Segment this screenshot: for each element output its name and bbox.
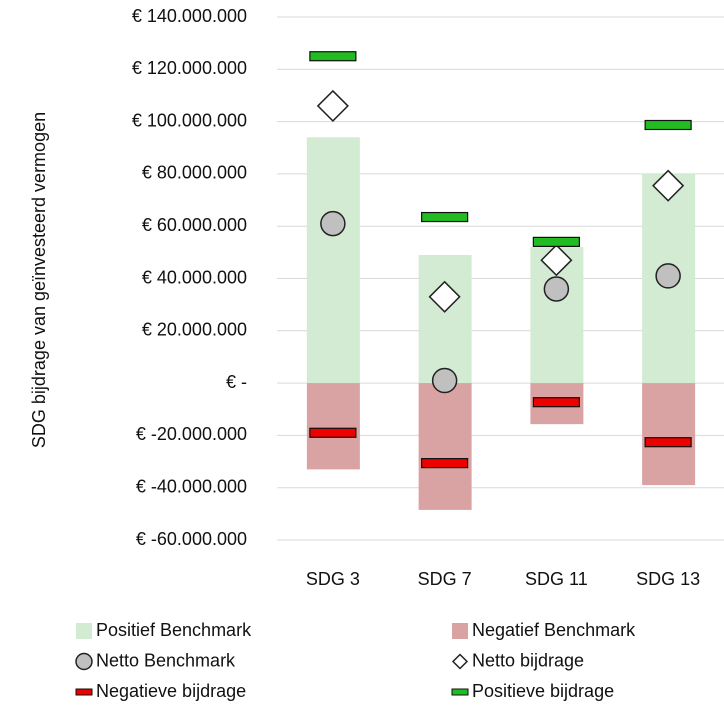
y-tick-label: € -40.000.000 <box>136 476 247 496</box>
legend-label: Netto bijdrage <box>472 650 584 670</box>
bar <box>642 383 696 486</box>
marker-circle <box>655 263 681 289</box>
legend-label: Positief Benchmark <box>96 620 252 640</box>
marker-circle <box>543 276 570 302</box>
marker-dash <box>421 458 469 469</box>
y-tick-label: € -20.000.000 <box>136 424 247 444</box>
y-tick-label: € 20.000.000 <box>142 320 247 340</box>
y-tick-label: € 120.000.000 <box>132 58 247 78</box>
x-tick-label: SDG 7 <box>418 569 472 589</box>
marker-dash <box>309 427 357 438</box>
y-axis-label: SDG bijdrage van geïnvesteerd vermogen <box>29 112 49 448</box>
marker-diamond <box>652 169 685 202</box>
y-tick-label: € 140.000.000 <box>132 6 247 26</box>
legend-label: Negatief Benchmark <box>472 620 636 640</box>
legend-label: Positieve bijdrage <box>472 681 614 701</box>
legend-swatch <box>451 653 469 670</box>
marker-circle <box>431 367 458 394</box>
y-tick-label: € -60.000.000 <box>136 529 247 549</box>
legend-label: Negatieve bijdrage <box>96 681 246 701</box>
bar <box>306 383 360 470</box>
legend-label: Netto Benchmark <box>96 650 236 670</box>
legend-swatch <box>76 623 92 639</box>
y-tick-label: € 80.000.000 <box>142 163 247 183</box>
y-tick-label: € 100.000.000 <box>132 110 247 130</box>
bar <box>418 383 472 510</box>
legend-swatch <box>75 652 93 671</box>
y-tick-label: € 60.000.000 <box>142 215 247 235</box>
y-tick-label: € - <box>226 372 247 392</box>
marker-dash <box>532 236 580 247</box>
marker-dash <box>421 211 469 223</box>
marker-dash <box>644 119 692 131</box>
bar <box>306 137 360 384</box>
legend-swatch <box>452 623 468 639</box>
marker-dash <box>644 437 692 448</box>
marker-circle <box>320 210 346 237</box>
y-tick-label: € 40.000.000 <box>142 267 247 287</box>
marker-dash <box>309 51 357 62</box>
marker-diamond <box>428 280 461 313</box>
legend-swatch <box>451 688 469 696</box>
marker-dash <box>532 397 580 408</box>
legend-swatch <box>75 688 93 696</box>
marker-diamond <box>316 89 349 122</box>
bar <box>418 254 472 384</box>
x-tick-label: SDG 11 <box>525 569 588 589</box>
marker-diamond <box>540 244 573 277</box>
x-tick-label: SDG 3 <box>306 569 360 589</box>
x-tick-label: SDG 13 <box>636 569 700 589</box>
